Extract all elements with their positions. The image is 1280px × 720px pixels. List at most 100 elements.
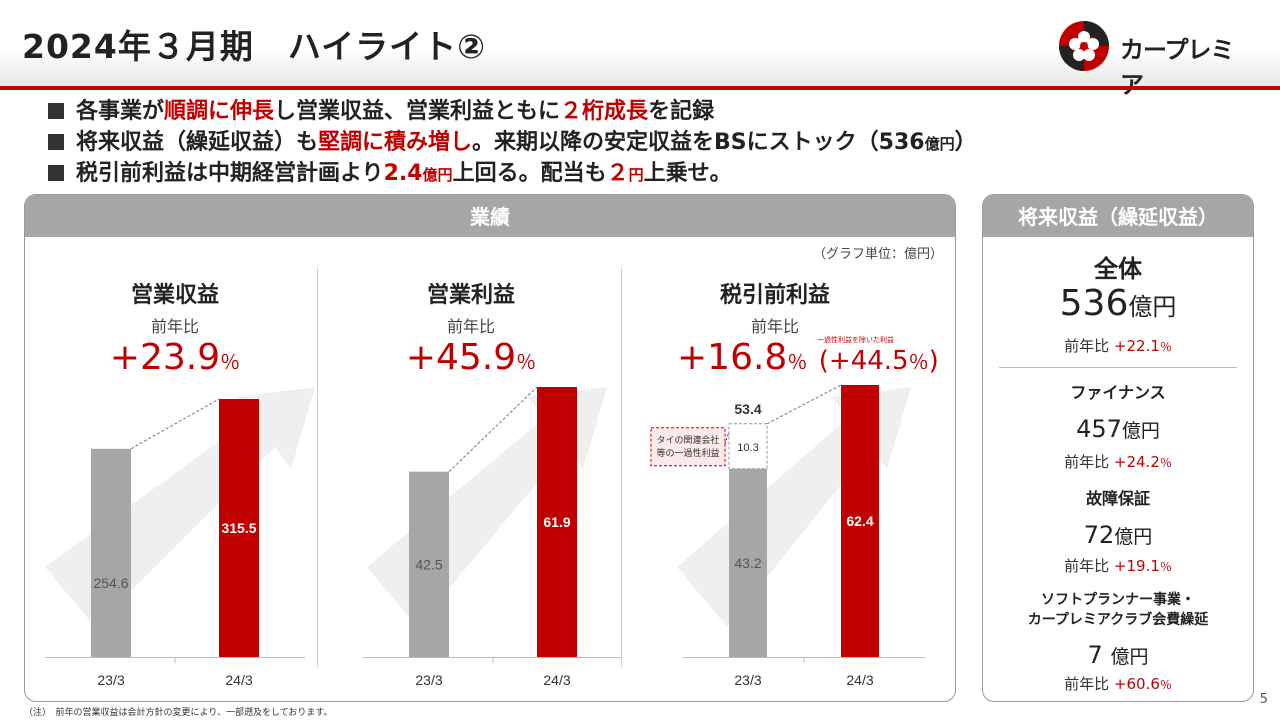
growth-value: +45.9 xyxy=(405,337,517,378)
segment-amount: 457 xyxy=(1076,415,1122,443)
total-label: 全体 xyxy=(1094,255,1142,283)
emphasis-text: 堅調に積み増し xyxy=(318,130,473,155)
bar-24-3 xyxy=(219,399,259,657)
operating-profit-column: 営業利益 前年比 +45.9％ 42.5 23/3 61.9 24/3 xyxy=(321,237,621,701)
bar-value-label: 254.6 xyxy=(93,575,128,591)
x-tick-label: 23/3 xyxy=(97,672,124,688)
segment-value: 72億円 xyxy=(983,521,1253,549)
bullet-text: 上乗せ。 xyxy=(643,161,732,186)
bar-23-3 xyxy=(409,471,449,657)
growth-connector-line xyxy=(448,386,538,472)
emphasis-text: 順調に伸長 xyxy=(164,99,275,124)
unit-note: （グラフ単位：億円） xyxy=(812,247,943,262)
bar-value-label: 61.9 xyxy=(543,514,570,530)
bar-value-label: 43.2 xyxy=(734,555,761,571)
emphasis-text: 2.4 xyxy=(383,161,423,186)
company-logo: カープレミア xyxy=(1056,18,1256,99)
deferred-revenue-panel: 将来収益（繰延収益） 全体 536億円 前年比 +22.1％ ファイナンス 457… xyxy=(982,194,1254,702)
emphasis-text: 円 xyxy=(628,166,644,184)
emphasis-text: ２ xyxy=(606,161,629,186)
growth-pct: ％ xyxy=(787,350,808,374)
highlight-bullet: 将来収益（繰延収益）も堅調に積み増し。来期以降の安定収益をBSにストック（536… xyxy=(48,127,977,158)
growth-connector-line xyxy=(766,384,842,425)
yoy-value: +22.1 xyxy=(1113,337,1160,355)
bar-23-3 xyxy=(729,468,767,657)
x-tick-label: 24/3 xyxy=(846,672,873,688)
column-title: 税引前利益 xyxy=(719,283,830,308)
performance-panel: 業績 （グラフ単位：億円） 営業収益 前年比 +23.9％ 254.6 23/3 3… xyxy=(24,194,956,702)
bar-24-3 xyxy=(537,387,577,657)
bullet-text: 税引前利益は中期経営計画より xyxy=(76,161,384,186)
column-yoy-label: 前年比 xyxy=(446,317,495,336)
callout-text: タイの関連会社 xyxy=(656,434,719,446)
one-time-profit-callout-box xyxy=(650,427,726,467)
page-number: 5 xyxy=(1259,692,1268,707)
segment-value: 457億円 xyxy=(983,415,1253,443)
total-value: 536億円 xyxy=(983,283,1253,324)
yoy-pct: ％ xyxy=(1159,560,1172,574)
bullet-text: 。来期以降の安定収益をBSにストック（536 xyxy=(472,130,925,155)
segment-unit: 億円 xyxy=(1114,526,1153,548)
segment-value: 7 億円 xyxy=(983,641,1253,669)
column-growth: +45.9％ xyxy=(321,337,621,378)
bar-value-label: 42.5 xyxy=(415,556,442,572)
bullet-square-icon xyxy=(48,165,64,181)
yoy-label: 前年比 xyxy=(1064,453,1110,471)
growth-arrow-shape xyxy=(45,387,315,627)
segment-unit: 億円 xyxy=(1110,646,1149,668)
yoy-value: +60.6 xyxy=(1113,675,1160,693)
one-time-profit-segment xyxy=(728,423,768,470)
deferred-revenue-title: 将来収益（繰延収益） xyxy=(983,195,1253,237)
header-rule xyxy=(0,86,1280,90)
operating-profit-bar-chart: 42.5 23/3 61.9 24/3 xyxy=(363,386,621,688)
segment-name: ソフトプランナー事業・ xyxy=(1041,592,1195,608)
bar-value-label: 62.4 xyxy=(846,513,873,529)
growth-value: +23.9 xyxy=(109,337,221,378)
growth-pct: ％ xyxy=(220,350,241,374)
highlight-bullet: 各事業が順調に伸長し営業収益、営業利益ともに２桁成長を記録 xyxy=(48,96,977,127)
segment-yoy: 前年比 +24.2％ xyxy=(983,451,1253,472)
segment-unit: 億円 xyxy=(1121,420,1160,442)
adjusted-growth-close: ) xyxy=(928,346,939,376)
footnote: （注） 前年の営業収益は会計方針の変更により、一部遡及をしております。 xyxy=(24,708,333,718)
x-tick-label: 24/3 xyxy=(543,672,570,688)
bullet-square-icon xyxy=(48,134,64,150)
stack-total-label: 53.4 xyxy=(734,401,761,417)
yoy-value: +19.1 xyxy=(1113,557,1160,575)
bar-24-3 xyxy=(841,385,879,657)
callout-text: 等の一過性利益 xyxy=(656,447,719,459)
column-divider xyxy=(621,267,622,667)
yoy-label: 前年比 xyxy=(1064,675,1110,693)
x-tick-label: 23/3 xyxy=(415,672,442,688)
highlight-bullets: 各事業が順調に伸長し営業収益、営業利益ともに２桁成長を記録 将来収益（繰延収益）も… xyxy=(48,96,977,189)
emphasis-text: 億円 xyxy=(422,166,453,184)
x-tick-label: 24/3 xyxy=(225,672,252,688)
bullet-text: 上回る。配当も xyxy=(452,161,607,186)
total-yoy: 前年比 +22.1％ xyxy=(983,335,1253,356)
highlight-bullet: 税引前利益は中期経営計画より2.4億円上回る。配当も２円上乗せ。 xyxy=(48,158,977,189)
slide-header: 2024年３月期 ハイライト② カープレミア xyxy=(0,0,1280,99)
bar-23-3 xyxy=(91,448,131,657)
column-yoy-label: 前年比 xyxy=(750,317,799,336)
bullet-text: 将来収益（繰延収益）も xyxy=(76,130,319,155)
yoy-pct: ％ xyxy=(1159,340,1172,354)
segment-amount: 7 xyxy=(1087,641,1111,669)
bullet-text: を記録 xyxy=(648,99,715,124)
slide-title: 2024年３月期 ハイライト② xyxy=(22,27,487,66)
segment-amount: 72 xyxy=(1083,521,1115,549)
yoy-label: 前年比 xyxy=(1064,337,1110,355)
column-growth: +16.8％ (+44.5％) xyxy=(677,337,939,378)
x-tick-label: 23/3 xyxy=(734,672,761,688)
bullet-square-icon xyxy=(48,103,64,119)
yoy-pct: ％ xyxy=(1159,456,1172,470)
adjusted-growth-note: 一過性利益を除いた利益 xyxy=(817,336,894,344)
yoy-label: 前年比 xyxy=(1064,557,1110,575)
segment-yoy: 前年比 +19.1％ xyxy=(983,555,1253,576)
total-unit: 億円 xyxy=(1128,293,1177,321)
growth-pct: ％ xyxy=(516,350,537,374)
bullet-text: し営業収益、営業利益ともに xyxy=(274,99,561,124)
yoy-pct: ％ xyxy=(1159,678,1172,692)
column-title: 営業利益 xyxy=(426,283,515,308)
bar-value-label: 315.5 xyxy=(221,520,256,536)
